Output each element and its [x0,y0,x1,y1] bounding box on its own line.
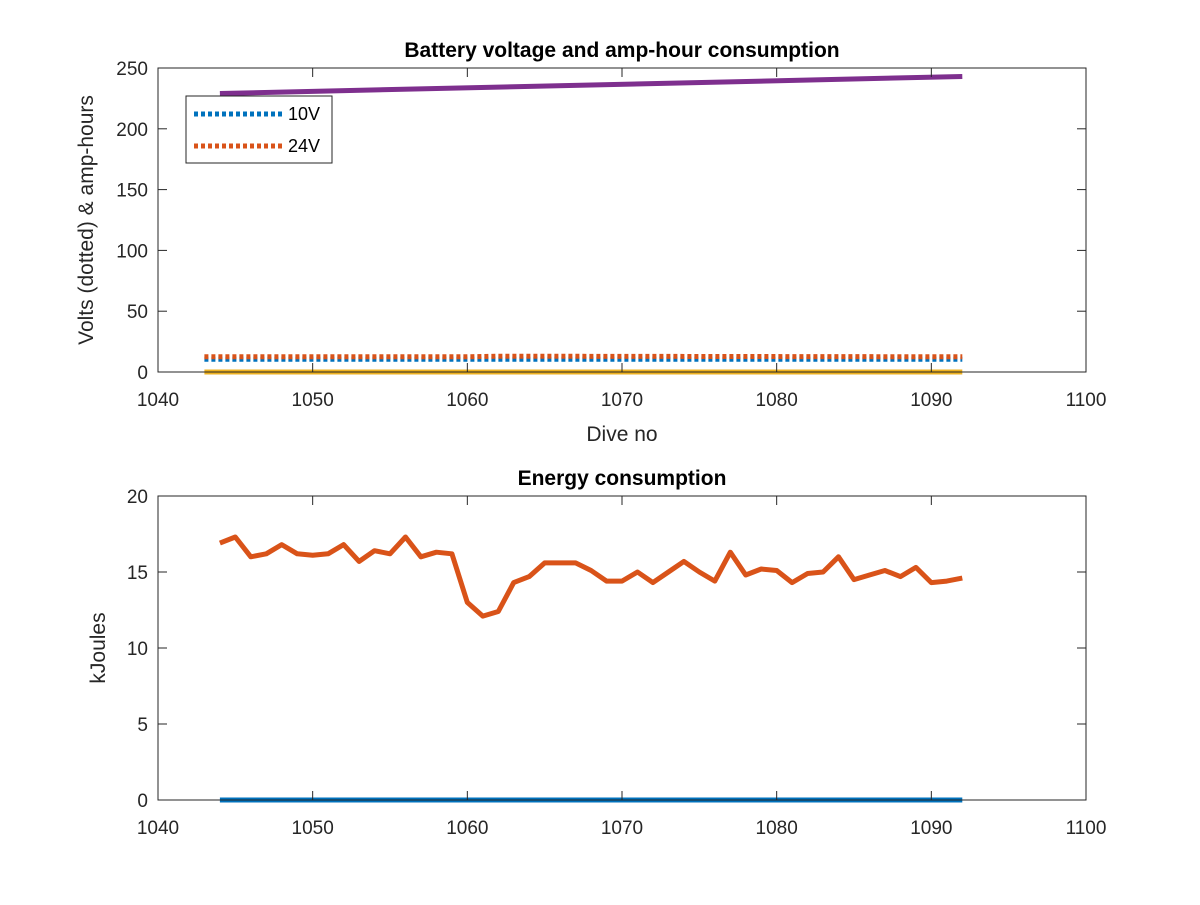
voltage-y-tick-label: 150 [116,181,148,202]
voltage-legend: 10V 24V [185,95,333,164]
legend-box [185,95,333,164]
voltage-y-tick-label: 250 [116,59,148,80]
energy-y-tick-label: 0 [137,791,148,812]
voltage-series-line-24v [204,353,963,360]
legend-label-10v: 10V [288,104,320,124]
energy-series-line-orange [218,534,963,619]
energy-axes-box [157,495,1087,801]
voltage-y-tick-label: 0 [137,363,148,384]
voltage-y-tick-label: 200 [116,120,148,141]
energy-chart-title: Energy consumption [518,467,727,490]
voltage-x-tick-label: 1050 [292,390,334,411]
voltage-y-tick-label: 50 [127,302,148,323]
energy-y-tick-label: 20 [127,487,148,508]
legend-label-24v: 24V [288,136,320,156]
energy-x-tick-label: 1100 [1066,818,1107,839]
voltage-x-tick-label: 1070 [601,390,643,411]
voltage-x-tick-label: 1040 [137,390,179,411]
energy-axes: 1040 1050 1060 1070 1080 1090 1100 0 5 10 15 20 Ene… [87,467,1106,839]
voltage-ticks: 1040 1050 1060 1070 1080 1090 1100 0 50 100 150 200… [116,59,1106,411]
voltage-x-tick-label: 1090 [910,390,952,411]
energy-y-axis-label: kJoules [87,612,110,683]
voltage-x-tick-label: 1060 [446,390,488,411]
energy-x-tick-label: 1070 [601,818,643,839]
energy-y-tick-label: 5 [137,715,148,736]
energy-x-tick-label: 1050 [292,818,334,839]
energy-ticks: 1040 1050 1060 1070 1080 1090 1100 0 5 10 15 20 [127,487,1107,839]
energy-x-tick-label: 1060 [446,818,488,839]
voltage-axes: 1040 1050 1060 1070 1080 1090 1100 0 50 100 150 200… [75,39,1106,446]
voltage-x-tick-label: 1100 [1066,390,1107,411]
voltage-series-line-purple [219,74,963,96]
energy-x-tick-label: 1080 [756,818,798,839]
energy-y-tick-label: 10 [127,639,148,660]
voltage-y-axis-label: Volts (dotted) & amp-hours [75,95,98,345]
voltage-y-tick-label: 100 [116,241,148,262]
voltage-chart-title: Battery voltage and amp-hour consumption [404,39,839,62]
voltage-x-tick-label: 1080 [756,390,798,411]
voltage-x-axis-label: Dive no [586,423,657,446]
energy-y-tick-label: 15 [127,563,148,584]
energy-plot-area [218,534,963,803]
energy-x-tick-label: 1090 [910,818,952,839]
energy-x-tick-label: 1040 [137,818,179,839]
